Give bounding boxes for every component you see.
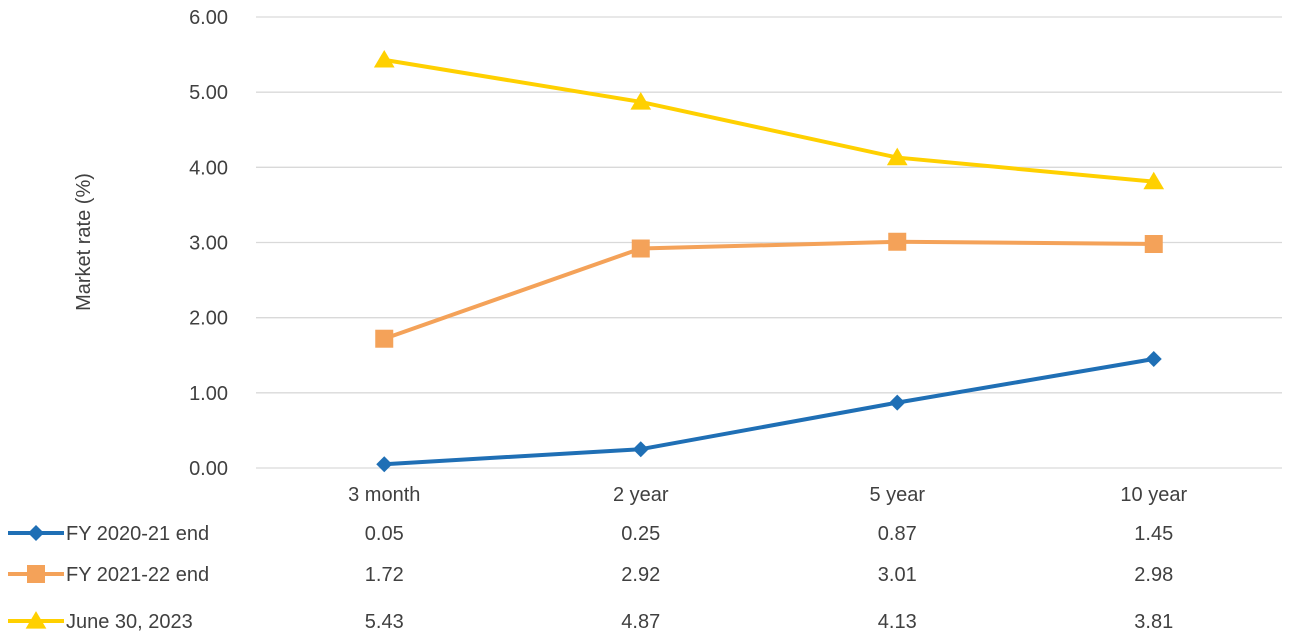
diamond-marker [632, 441, 649, 458]
y-axis-title: Market rate (%) [73, 173, 95, 311]
series-line [382, 239, 1156, 341]
table-value: 0.25 [621, 523, 660, 545]
table-value: 3.01 [878, 564, 917, 586]
diamond-marker [1145, 351, 1162, 368]
y-tick-label: 5.00 [189, 82, 228, 104]
triangle-marker [25, 611, 47, 629]
x-tick-label: 2 year [613, 484, 669, 506]
square-marker [1144, 235, 1163, 254]
legend-series-name: FY 2020-21 end [66, 523, 209, 545]
y-tick-label: 1.00 [189, 383, 228, 405]
series-markers [373, 49, 1165, 473]
table-value: 1.72 [365, 564, 404, 586]
x-tick-label: 10 year [1120, 484, 1187, 506]
square-marker [888, 232, 907, 251]
triangle-marker [373, 49, 395, 68]
diamond-marker [889, 394, 906, 411]
table-value: 0.87 [878, 523, 917, 545]
table-value: 4.87 [621, 611, 660, 633]
x-axis-ticks: 3 month 2 year 5 year 10 year [348, 484, 1187, 506]
y-axis-ticks: 0.00 1.00 2.00 3.00 4.00 5.00 6.00 [189, 7, 228, 480]
y-tick-label: 0.00 [189, 458, 228, 480]
y-tick-label: 3.00 [189, 233, 228, 255]
triangle-marker [630, 92, 652, 110]
diamond-marker [28, 525, 44, 541]
gridlines [256, 16, 1282, 469]
table-value: 5.43 [365, 611, 404, 633]
y-tick-label: 2.00 [189, 308, 228, 330]
triangle-marker [1143, 171, 1165, 190]
x-tick-label: 3 month [348, 484, 420, 506]
table-value: 4.13 [878, 611, 917, 633]
x-tick-label: 5 year [869, 484, 925, 506]
legend-series-name: FY 2021-22 end [66, 564, 209, 586]
square-marker [631, 239, 650, 258]
diamond-marker [376, 456, 393, 473]
triangle-marker [886, 147, 908, 166]
table-value: 1.45 [1134, 523, 1173, 545]
legend-series-name: June 30, 2023 [66, 611, 193, 633]
series-lines [382, 57, 1156, 467]
table-value: 2.98 [1134, 564, 1173, 586]
series-line [382, 357, 1156, 467]
square-marker [27, 565, 45, 583]
y-tick-label: 4.00 [189, 157, 228, 179]
table-value: 2.92 [621, 564, 660, 586]
table-value: 0.05 [365, 523, 404, 545]
table-value: 3.81 [1134, 611, 1173, 633]
series-line [382, 57, 1156, 184]
y-tick-label: 6.00 [189, 7, 228, 29]
square-marker [375, 329, 394, 348]
data-table: FY 2020-21 end 0.05 0.25 0.87 1.45 FY 2021-22… [8, 523, 1173, 633]
